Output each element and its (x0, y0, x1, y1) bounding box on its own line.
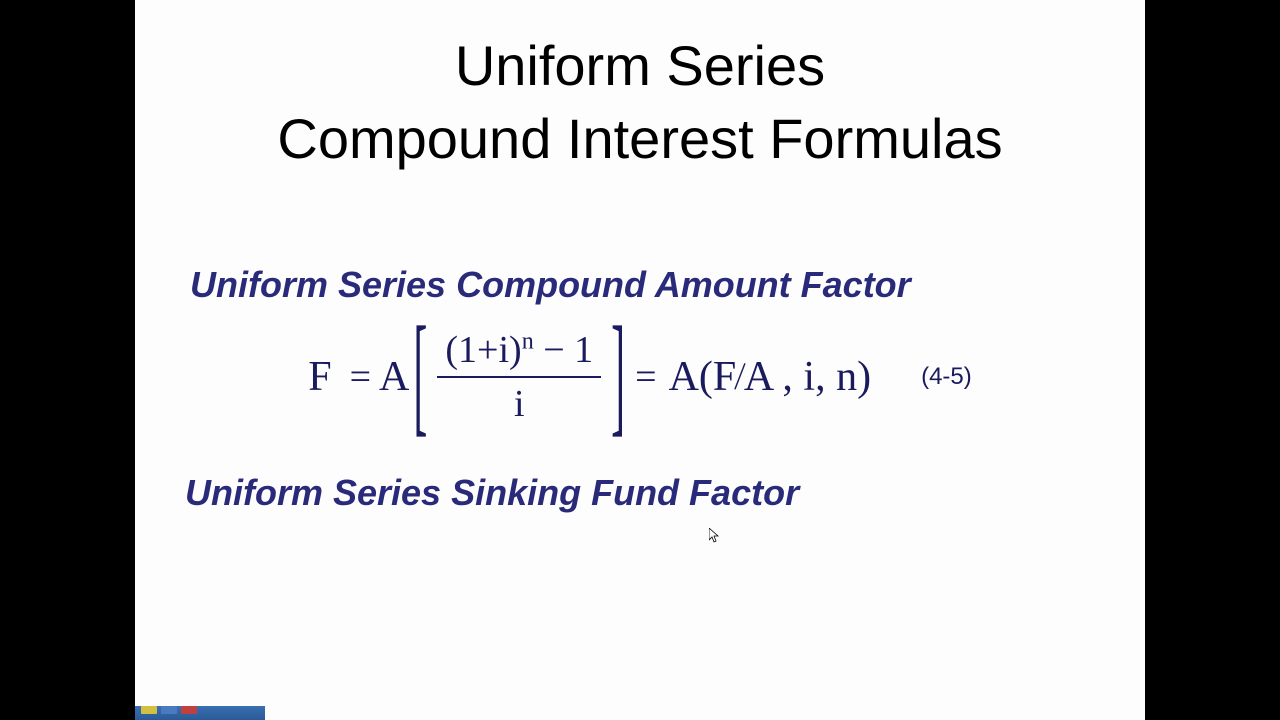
heading-compound-amount-factor: Uniform Series Compound Amount Factor (190, 264, 1145, 306)
equation-number: (4-5) (921, 363, 972, 391)
taskbar-button-3[interactable] (181, 706, 197, 714)
heading-sinking-fund-factor: Uniform Series Sinking Fund Factor (185, 472, 1145, 514)
fraction: (1+i)n − 1 i (437, 324, 601, 430)
taskbar-button-2[interactable] (161, 706, 177, 714)
title-line-2: Compound Interest Formulas (277, 107, 1002, 170)
denominator: i (506, 378, 533, 430)
left-bracket: [ (413, 300, 427, 454)
formula-coeff-A: A (379, 353, 409, 401)
bracket-group: [ (1+i)n − 1 i ] (411, 324, 627, 430)
right-bracket: ] (611, 300, 625, 454)
numerator: (1+i)n − 1 (437, 324, 601, 376)
taskbar-button-1[interactable] (141, 706, 157, 714)
taskbar-fragment (135, 706, 265, 720)
factor-notation: A(F/A , i, n) (669, 353, 872, 401)
slide-title: Uniform Series Compound Interest Formula… (135, 30, 1145, 176)
equals-sign-1: = (350, 355, 371, 399)
title-line-1: Uniform Series (455, 34, 825, 97)
formula-compound-amount: F = A [ (1+i)n − 1 i ] = A(F/A , i, n) (… (135, 324, 1145, 430)
formula-lhs: F (308, 353, 331, 401)
equals-sign-2: = (635, 355, 656, 399)
presentation-slide: Uniform Series Compound Interest Formula… (135, 0, 1145, 720)
